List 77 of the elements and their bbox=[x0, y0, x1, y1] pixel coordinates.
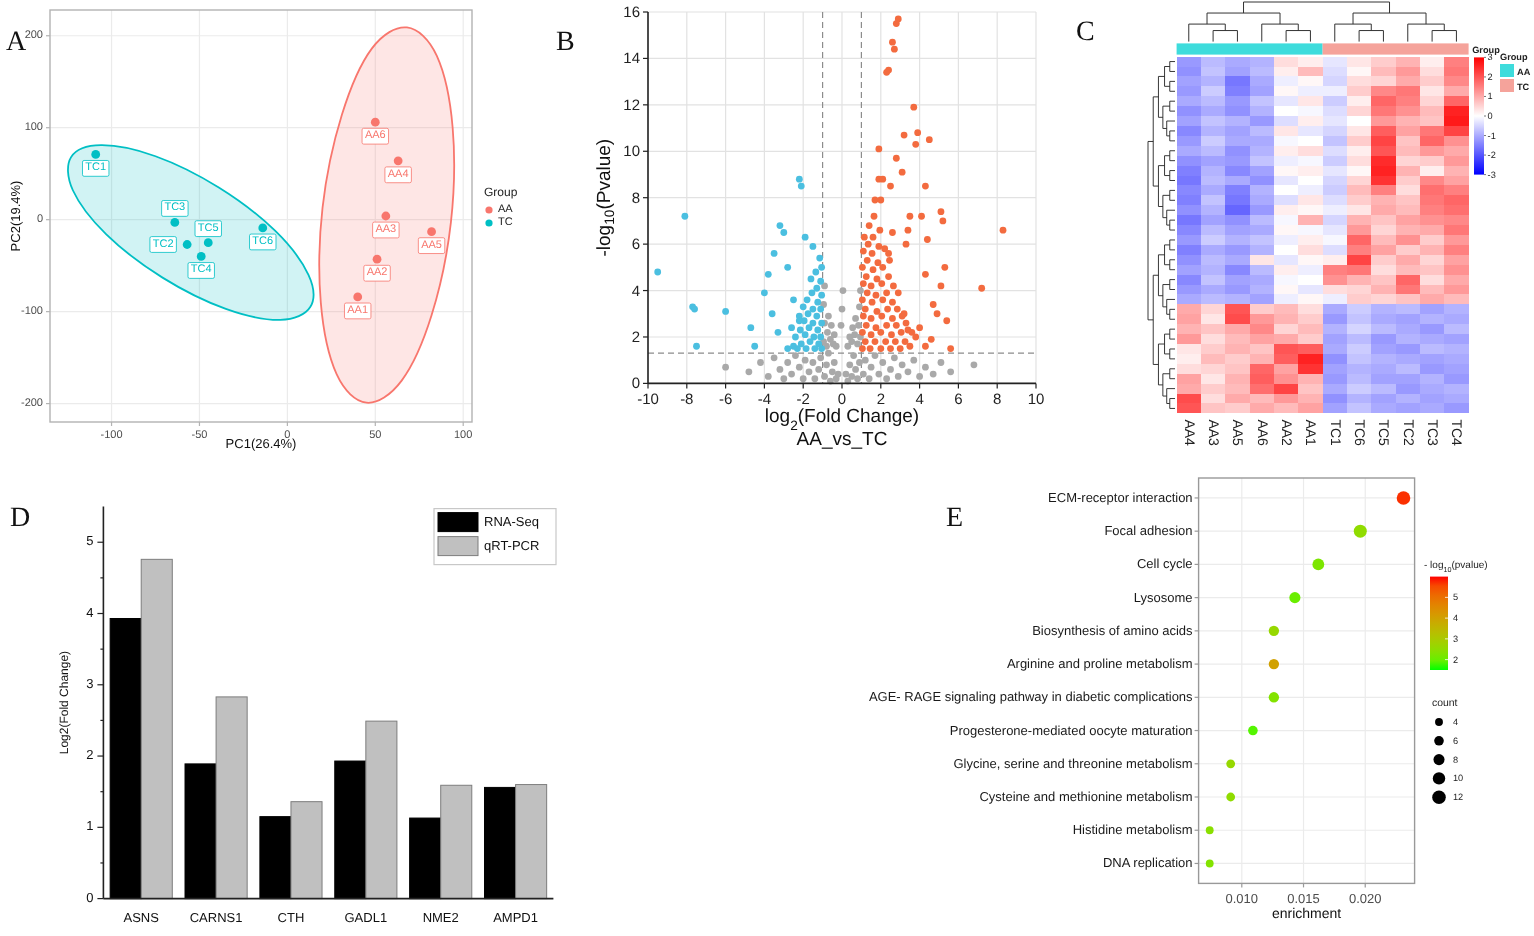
x-axis-title: log$_{2}$(Fold Change) bbox=[764, 406, 920, 433]
point bbox=[196, 252, 206, 261]
point bbox=[790, 296, 797, 304]
point bbox=[258, 223, 268, 233]
point bbox=[776, 222, 784, 229]
point bbox=[796, 326, 804, 334]
point bbox=[751, 342, 759, 350]
point bbox=[809, 305, 817, 313]
text: AA_vs_TC bbox=[796, 428, 888, 451]
point bbox=[91, 149, 101, 159]
text: E bbox=[946, 504, 964, 534]
point bbox=[801, 233, 809, 241]
bar bbox=[215, 696, 248, 900]
point bbox=[784, 345, 792, 352]
bar bbox=[109, 618, 142, 900]
point bbox=[372, 254, 382, 264]
point bbox=[784, 263, 792, 271]
point bbox=[681, 212, 689, 220]
point bbox=[807, 275, 815, 283]
point bbox=[393, 156, 403, 166]
point bbox=[654, 268, 662, 276]
point bbox=[795, 175, 803, 183]
point bbox=[816, 254, 824, 262]
bar bbox=[440, 784, 473, 900]
point bbox=[817, 333, 825, 341]
point bbox=[770, 250, 778, 257]
bar bbox=[484, 786, 517, 900]
point bbox=[804, 310, 812, 318]
point bbox=[780, 229, 788, 236]
bar bbox=[409, 817, 442, 900]
bar bbox=[290, 801, 323, 900]
point bbox=[203, 238, 213, 248]
point bbox=[805, 324, 813, 332]
bar bbox=[259, 816, 292, 900]
point bbox=[813, 312, 821, 320]
point bbox=[747, 324, 755, 332]
chart-title: C bbox=[1076, 18, 1095, 48]
bar bbox=[184, 763, 217, 900]
point bbox=[722, 308, 729, 315]
point bbox=[764, 270, 772, 278]
point bbox=[809, 243, 817, 250]
point bbox=[801, 331, 809, 339]
point bbox=[818, 291, 826, 299]
point bbox=[353, 292, 363, 302]
bar bbox=[365, 720, 398, 900]
point bbox=[370, 117, 380, 127]
point bbox=[802, 345, 810, 352]
point bbox=[381, 211, 391, 221]
point bbox=[693, 342, 700, 350]
point bbox=[427, 227, 436, 237]
point bbox=[182, 240, 192, 249]
point bbox=[170, 218, 180, 227]
point bbox=[818, 263, 826, 271]
point bbox=[808, 289, 816, 297]
point bbox=[799, 303, 807, 311]
bar bbox=[515, 784, 548, 900]
point bbox=[797, 340, 805, 348]
point bbox=[806, 338, 814, 346]
point bbox=[788, 324, 795, 332]
point bbox=[792, 333, 799, 341]
point bbox=[812, 268, 820, 276]
point bbox=[803, 296, 811, 304]
point bbox=[797, 182, 805, 190]
point bbox=[768, 310, 776, 318]
chart-title: D bbox=[10, 504, 31, 534]
point bbox=[813, 284, 821, 292]
point bbox=[761, 289, 768, 297]
point bbox=[815, 340, 823, 348]
point bbox=[814, 298, 822, 306]
point bbox=[811, 345, 819, 352]
point bbox=[814, 326, 822, 334]
bar bbox=[140, 558, 173, 900]
bar bbox=[334, 760, 367, 900]
point bbox=[817, 277, 825, 285]
text: B bbox=[556, 28, 575, 58]
point bbox=[774, 328, 782, 336]
point bbox=[817, 305, 825, 313]
